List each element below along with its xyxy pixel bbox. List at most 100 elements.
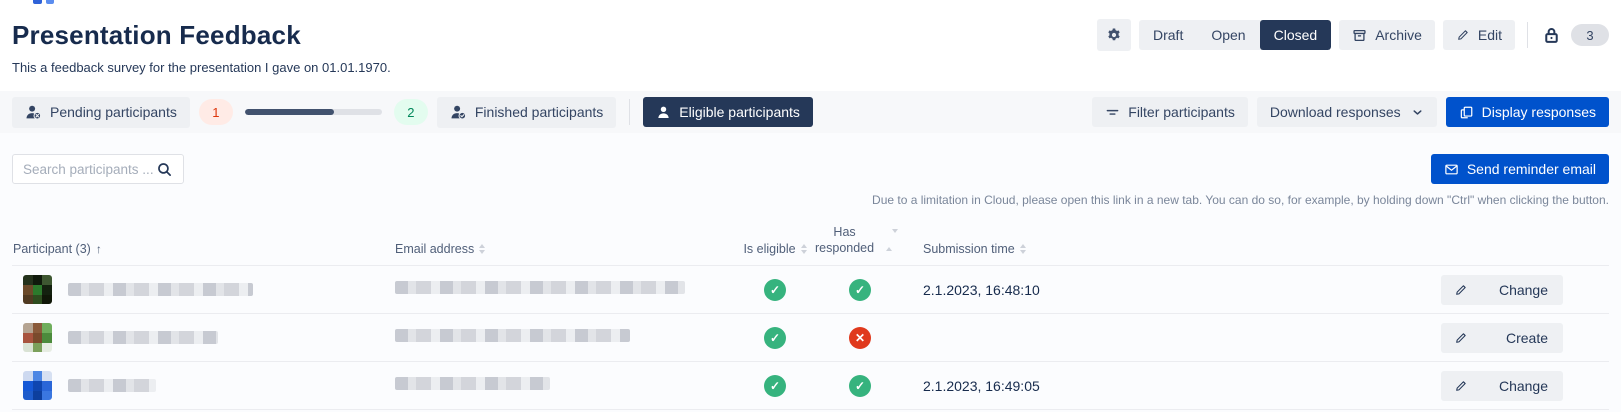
column-header-eligible[interactable]: Is eligible [735, 242, 815, 256]
reminder-area: Send reminder email Due to a limitation … [872, 154, 1609, 207]
filter-participants-button[interactable]: Filter participants [1092, 97, 1248, 127]
table-row: ✓ ✓ 2.1.2023, 16:49:05 Change [12, 362, 1609, 411]
status-draft-button[interactable]: Draft [1139, 20, 1197, 50]
cloud-limitation-note: Due to a limitation in Cloud, please ope… [872, 193, 1609, 207]
edit-button[interactable]: Edit [1442, 20, 1515, 50]
eligible-cell: ✓ [735, 326, 815, 349]
eligible-cell: ✓ [735, 278, 815, 301]
page-header: Presentation Feedback This a feedback su… [0, 0, 1621, 91]
avatar [23, 275, 52, 305]
page-icon-fragment [33, 0, 54, 4]
responded-status-icon: ✓ [849, 374, 871, 397]
toolbar-right-group: Filter participants Download responses D… [1092, 97, 1609, 127]
lock-icon [1542, 26, 1561, 45]
participant-email-redacted [395, 328, 630, 342]
pending-participants-label: Pending participants [50, 104, 177, 120]
column-header-participant[interactable]: Participant (3) ↑ [12, 242, 395, 256]
create-button[interactable]: Create [1441, 322, 1563, 353]
settings-button[interactable] [1097, 19, 1131, 51]
download-responses-label: Download responses [1269, 104, 1401, 120]
participant-name-redacted [68, 331, 218, 345]
participant-name-redacted [68, 283, 253, 297]
column-label-email: Email address [395, 242, 475, 257]
archive-icon [1352, 28, 1367, 43]
copy-icon [1459, 105, 1474, 120]
sort-icon [879, 228, 905, 251]
action-label: Change [1498, 281, 1548, 298]
search-box [12, 154, 184, 184]
email-cell [395, 280, 735, 299]
column-label-submission-time: Submission time [923, 242, 1015, 257]
table-header-row: Participant (3) ↑ Email address Is eligi… [12, 213, 1609, 267]
pencil-icon [1454, 331, 1468, 345]
finished-count-pill: 2 [393, 99, 428, 125]
eligible-status-icon: ✓ [764, 374, 786, 397]
submission-time: 2.1.2023, 16:48:10 [923, 281, 1040, 298]
person-x-icon [25, 104, 42, 121]
table-row: ✓ ✕ Create [12, 314, 1609, 363]
pencil-icon [1454, 283, 1468, 297]
participant-name-redacted [68, 379, 156, 393]
action-label: Change [1498, 377, 1548, 394]
archive-button[interactable]: Archive [1339, 20, 1435, 50]
pencil-icon [1456, 28, 1470, 42]
participants-table: Participant (3) ↑ Email address Is eligi… [12, 213, 1609, 411]
participants-toolbar: Pending participants 1 2 Finished partic… [0, 91, 1621, 133]
responded-cell: ✕ [815, 326, 905, 349]
participant-email-redacted [395, 280, 685, 294]
download-responses-button[interactable]: Download responses [1256, 97, 1437, 127]
action-cell: Change [1419, 370, 1609, 401]
toolbar-divider [629, 99, 631, 125]
finished-participants-label: Finished participants [474, 104, 604, 120]
email-cell [395, 376, 735, 395]
search-input[interactable] [23, 161, 154, 177]
display-responses-button[interactable]: Display responses [1445, 97, 1609, 127]
filter-icon [1105, 105, 1120, 120]
eligible-status-icon: ✓ [764, 326, 786, 349]
column-header-email[interactable]: Email address [395, 242, 735, 256]
change-button[interactable]: Change [1441, 274, 1563, 305]
pending-participants-button[interactable]: Pending participants [12, 96, 190, 128]
column-header-responded[interactable]: Has responded [815, 225, 905, 256]
change-button[interactable]: Change [1441, 370, 1563, 401]
person-icon [656, 105, 671, 120]
avatar [23, 323, 52, 353]
actions-row: Send reminder email Due to a limitation … [12, 154, 1609, 207]
header-divider [1527, 22, 1528, 48]
send-reminder-email-label: Send reminder email [1466, 161, 1596, 177]
avatar [23, 371, 52, 401]
sort-ascending-icon: ↑ [95, 242, 102, 257]
chevron-down-icon [1411, 106, 1424, 119]
participant-cell [12, 371, 395, 401]
sort-icon [1019, 244, 1026, 255]
eligible-participants-button[interactable]: Eligible participants [643, 97, 813, 127]
sort-icon [800, 244, 807, 255]
pencil-icon [1454, 379, 1468, 393]
eligible-status-icon: ✓ [764, 278, 786, 301]
participant-cell [12, 275, 395, 305]
archive-label: Archive [1375, 27, 1422, 43]
search-icon [156, 161, 173, 178]
display-responses-label: Display responses [1481, 104, 1596, 120]
status-open-button[interactable]: Open [1197, 20, 1259, 50]
responded-status-icon: ✕ [849, 326, 871, 349]
participant-cell [12, 323, 395, 353]
status-closed-button[interactable]: Closed [1259, 20, 1332, 50]
person-check-icon [450, 104, 467, 121]
send-reminder-email-button[interactable]: Send reminder email [1430, 154, 1609, 184]
column-label-eligible: Is eligible [743, 242, 796, 257]
search-button[interactable] [154, 159, 175, 180]
submission-time: 2.1.2023, 16:49:05 [923, 377, 1040, 394]
action-cell: Create [1419, 322, 1609, 353]
eligible-cell: ✓ [735, 374, 815, 397]
envelope-icon [1444, 162, 1459, 177]
email-cell [395, 328, 735, 347]
finished-participants-button[interactable]: Finished participants [436, 96, 617, 128]
table-row: ✓ ✓ 2.1.2023, 16:48:10 Change [12, 266, 1609, 315]
page-subtitle: This a feedback survey for the presentat… [12, 60, 391, 75]
column-header-submission-time[interactable]: Submission time [905, 242, 1419, 256]
column-label-participant: Participant (3) [13, 242, 91, 257]
sort-icon [479, 244, 486, 255]
lock-button[interactable] [1540, 26, 1563, 45]
header-controls: Draft Open Closed Archive Edit 3 [1097, 19, 1609, 51]
